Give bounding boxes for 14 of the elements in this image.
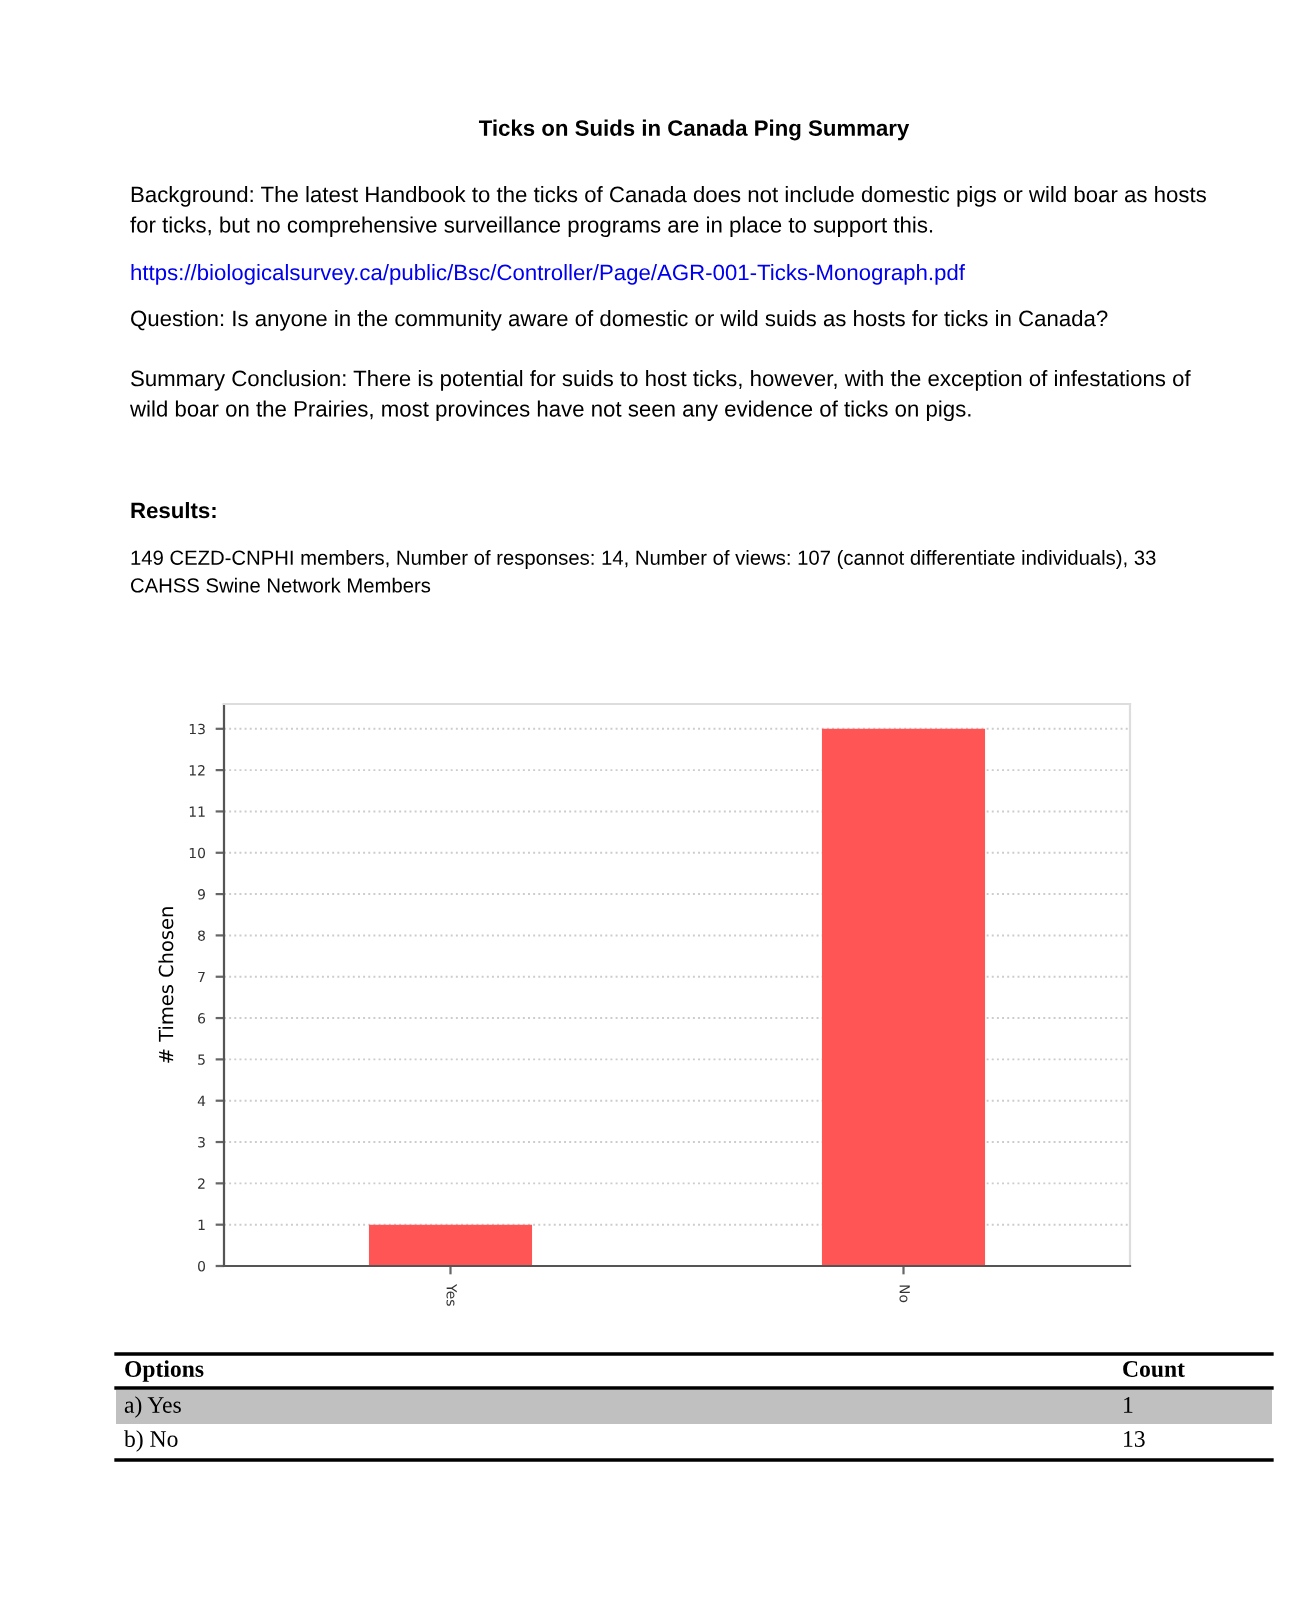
text: Background: The latest Handbook to the ticks of Canada does not include domestic pigs or wild boar as hosts for ticks, but no comprehensive surveillance programs are in place to support this.: [130, 186, 1206, 238]
chart-title: Ticks on Suids in Canada Ping Summary: [478, 119, 910, 141]
text: Summary Conclusion: There is potential for suids to host ticks, however, with the exception of infestations of wild boar on the Prairies, most provinces have not seen any evidence of ticks on pigs.: [129, 370, 1191, 422]
text: 13: [1124, 1431, 1145, 1447]
text: Options: [125, 1360, 204, 1382]
text: 149 CEZD-CNPHI members, Number of responses: 14, Number of views: 107 (cannot differentiate individuals), 33 CAHSS Swine Network Members: [131, 550, 1156, 593]
text: Results:: [131, 502, 216, 519]
text: https://biologicalsurvey.ca/public/Bsc/Controller/Page/AGR-001-Ticks-Monograph.pdf: [131, 264, 965, 285]
text: 1: [1124, 1397, 1133, 1413]
text: Count: [1123, 1361, 1185, 1377]
y-axis-title: # Times Chosen: [158, 907, 174, 1063]
text: b) No: [124, 1430, 178, 1452]
text: Question: Is anyone in the community aware of domestic or wild suids as hosts for ticks in Canada?: [131, 310, 1108, 331]
text: a) Yes: [124, 1396, 181, 1418]
